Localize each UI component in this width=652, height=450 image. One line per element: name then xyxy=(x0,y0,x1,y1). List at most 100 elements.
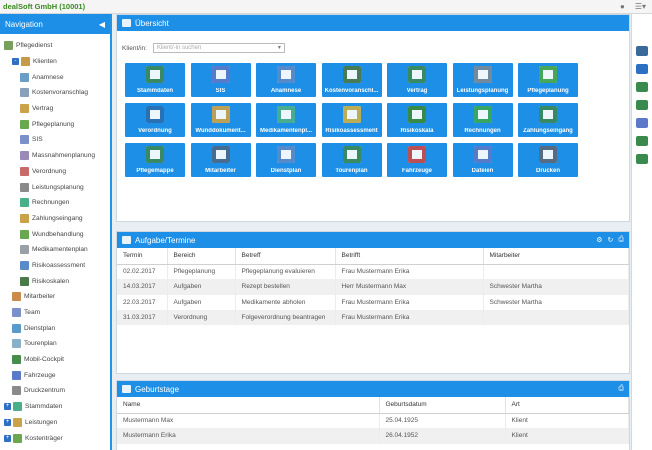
overview-tile[interactable]: Tourenplan xyxy=(321,143,382,177)
checklist-icon xyxy=(473,66,492,83)
care-plan-icon xyxy=(539,66,557,83)
chevron-down-icon[interactable]: ▾ xyxy=(277,45,281,51)
sidebar-item[interactable]: Zahlungseingang xyxy=(0,211,110,227)
company-title: dealSoft GmbH (10001) xyxy=(3,2,86,11)
overview-tile[interactable]: Kostenvoranschl... xyxy=(321,63,382,97)
sidebar-item[interactable]: Anamnese xyxy=(0,69,110,85)
tasks-table-body: 02.02.2017 Pflegeplanung Pflegeplanung eva… xyxy=(117,264,629,326)
sidebar-item[interactable]: Mobil-Cockpit xyxy=(0,352,110,368)
client-search-placeholder: Klient/-in suchen xyxy=(156,45,202,51)
table-row[interactable]: Mustermann Erika 26.04.1952 Klient xyxy=(117,428,629,444)
menu-icon[interactable]: ☰▾ xyxy=(634,2,646,11)
column-header[interactable]: Art xyxy=(505,397,629,414)
column-header[interactable]: Termin xyxy=(117,248,168,265)
sidebar-item[interactable]: + Leistungen xyxy=(0,415,110,431)
sidebar-item[interactable]: Medikamentenplan xyxy=(0,242,110,258)
sidebar-item[interactable]: Dienstplan xyxy=(0,320,110,336)
chevron-left-icon[interactable]: ◀ xyxy=(98,19,105,29)
column-header[interactable]: Bereich xyxy=(167,248,236,265)
sidebar-item[interactable]: - Klienten xyxy=(0,54,110,70)
sidebar-item-label: Verordnung xyxy=(32,167,67,175)
table-cell: Klient xyxy=(505,428,629,444)
sidebar-item[interactable]: Mitarbeiter xyxy=(0,289,110,305)
column-header[interactable]: Betreff xyxy=(235,248,336,265)
tasks-header: Aufgabe/Termine ⚙ ↻ ⎙ xyxy=(117,232,629,248)
column-header[interactable]: Mitarbeiter xyxy=(483,248,629,265)
sidebar-item[interactable]: Pflegedienst xyxy=(0,38,110,54)
sidebar-item[interactable]: Rechnungen xyxy=(0,195,110,211)
overview-tile[interactable]: Drucken xyxy=(518,143,578,177)
sidebar-item[interactable]: Risikoskalen xyxy=(0,273,110,289)
table-row[interactable]: 31.03.2017 Verordnung Folgeverordnung bean… xyxy=(117,309,629,326)
table-row[interactable]: 22.03.2017 Aufgaben Medikamente abholen Fra… xyxy=(117,294,629,310)
contacts-icon[interactable] xyxy=(636,82,648,92)
folder-icon[interactable] xyxy=(636,136,648,146)
tile-label: Pflegemappe xyxy=(136,168,174,174)
overview-tile[interactable]: Stammdaten xyxy=(125,63,185,97)
sidebar-item[interactable]: + Kostenträger xyxy=(0,430,110,446)
notes-icon[interactable] xyxy=(636,64,648,74)
sidebar-item[interactable]: Verordnung xyxy=(0,164,110,180)
table-row[interactable]: 02.02.2017 Pflegeplanung Pflegeplanung eva… xyxy=(117,264,629,280)
overview-tile[interactable]: Pflegemappe xyxy=(125,143,185,177)
calendar-icon[interactable] xyxy=(636,154,648,164)
overview-tile[interactable]: Risikoskala xyxy=(387,103,447,137)
print-icon[interactable]: ⎙ xyxy=(618,236,624,243)
table-cell xyxy=(483,309,629,326)
column-header[interactable]: Name xyxy=(117,397,380,414)
sidebar-item[interactable]: Vertrag xyxy=(0,101,110,117)
sidebar-item[interactable]: Fahrzeuge xyxy=(0,367,110,383)
sidebar-item[interactable]: Massnahmenplanung xyxy=(0,148,110,164)
chat-icon[interactable] xyxy=(636,118,648,128)
sidebar-item[interactable]: Kostenvoranschlag xyxy=(0,85,110,101)
user-icon[interactable]: ● xyxy=(619,2,625,11)
overview-tile[interactable]: Verordnung xyxy=(125,103,185,137)
sidebar-item[interactable]: Leistungsplanung xyxy=(0,179,110,195)
client-search-input[interactable]: Klient/-in suchen ▾ xyxy=(152,43,285,53)
sidebar-item[interactable]: Pflegeplanung xyxy=(0,116,110,132)
overview-tile[interactable]: Dateien xyxy=(452,143,513,177)
overview-tile[interactable]: SIS xyxy=(190,63,251,97)
expand-icon[interactable]: + xyxy=(4,418,11,426)
tile-label: Risikoskala xyxy=(400,128,434,134)
overview-tile[interactable]: Risikoassessment xyxy=(321,103,382,137)
mail-icon[interactable] xyxy=(636,100,648,110)
overview-tile[interactable]: Anamnese xyxy=(256,63,316,97)
sidebar-item[interactable]: Risikoassessment xyxy=(0,258,110,274)
people-icon xyxy=(21,57,30,67)
overview-tile[interactable]: Zahlungseingang xyxy=(518,103,578,137)
sidebar-item[interactable]: SIS xyxy=(0,132,110,148)
navigation-sidebar: Navigation ◀ Pflegedienst - Klienten Anamne… xyxy=(0,14,112,450)
collapse-icon[interactable]: - xyxy=(12,58,19,66)
overview-header: Übersicht xyxy=(117,15,629,31)
sidebar-item[interactable]: Team xyxy=(0,305,110,321)
top-bar: dealSoft GmbH (10001) ● ☰▾ xyxy=(0,0,652,14)
overview-tile[interactable]: Leistungsplanung xyxy=(452,63,513,97)
overview-tile[interactable]: Pflegeplanung xyxy=(518,63,578,97)
sidebar-item[interactable]: Druckzentrum xyxy=(0,383,110,399)
refresh-icon[interactable]: ↻ xyxy=(607,237,614,244)
overview-tile[interactable]: Dienstplan xyxy=(256,143,316,177)
print-icon[interactable]: ⎙ xyxy=(618,385,624,392)
sidebar-item-label: Vertrag xyxy=(32,105,54,113)
overview-tile[interactable]: Vertrag xyxy=(387,63,447,97)
sidebar-item[interactable]: + Stammdaten xyxy=(0,399,110,415)
sidebar-item[interactable]: Tourenplan xyxy=(0,336,110,352)
overview-title: Übersicht xyxy=(135,18,169,28)
tile-label: Medikamentenpl... xyxy=(259,128,312,134)
overview-tile[interactable]: Wunddokument... xyxy=(190,103,251,137)
table-row[interactable]: Mustermann Max 25.04.1925 Klient xyxy=(117,413,629,429)
wound-icon xyxy=(20,229,29,239)
overview-tile[interactable]: Medikamentenpl... xyxy=(256,103,316,137)
column-header[interactable]: Geburtsdatum xyxy=(379,397,506,414)
overview-tile[interactable]: Rechnungen xyxy=(452,103,513,137)
table-row[interactable]: 14.03.2017 Aufgaben Rezept bestellen Herr M… xyxy=(117,279,629,295)
expand-icon[interactable]: + xyxy=(4,403,11,411)
overview-tile[interactable]: Mitarbeiter xyxy=(190,143,251,177)
sidebar-item[interactable]: Wundbehandlung xyxy=(0,226,110,242)
column-header[interactable]: Betrifft xyxy=(335,248,484,265)
person-icon[interactable] xyxy=(636,46,648,56)
settings-icon[interactable]: ⚙ xyxy=(596,237,603,244)
expand-icon[interactable]: + xyxy=(4,434,11,442)
overview-tile[interactable]: Fahrzeuge xyxy=(387,143,447,177)
